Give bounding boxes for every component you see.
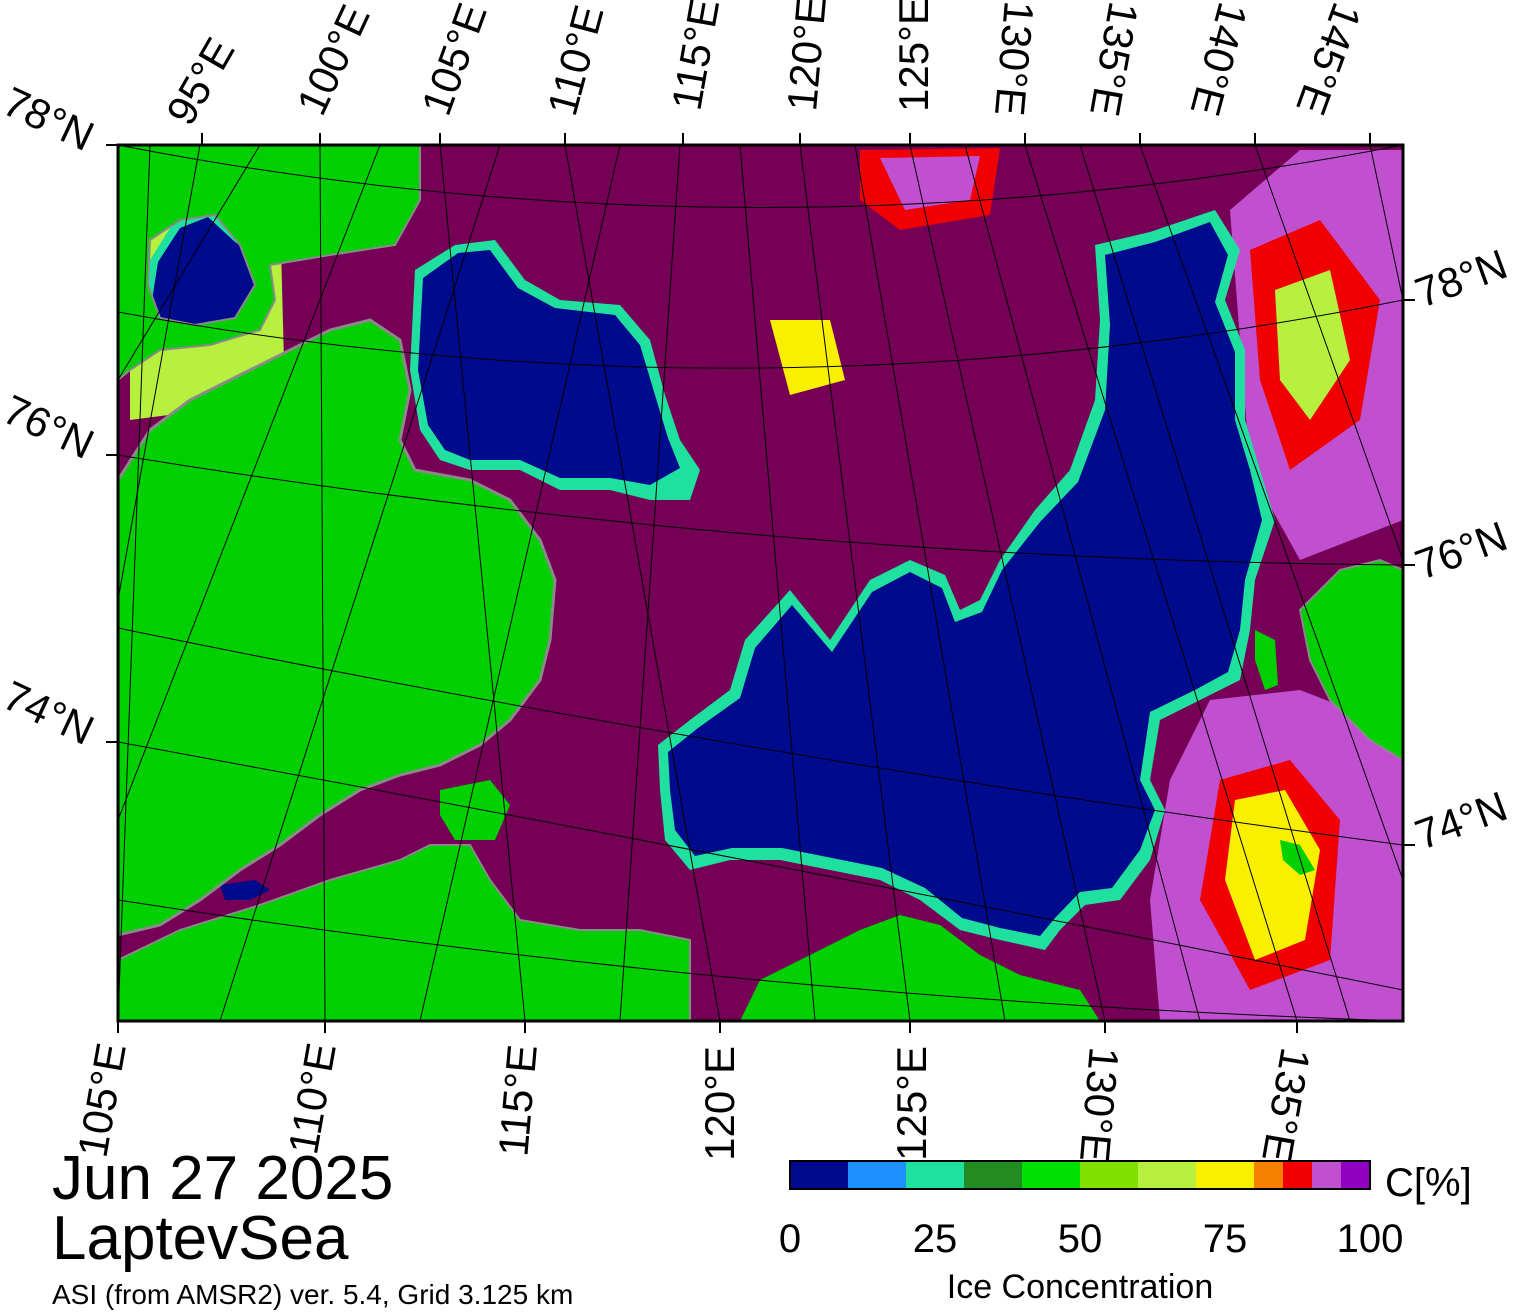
land-masses — [118, 145, 1403, 1021]
lon-label-top: 145°E — [1287, 0, 1370, 121]
colorbar-tick-label: 75 — [1203, 1217, 1248, 1261]
lon-label-top: 115°E — [663, 0, 729, 114]
lon-label-bottom: 120°E — [696, 1046, 743, 1161]
colorbar-bin — [964, 1161, 1022, 1189]
colorbar-bin — [1138, 1161, 1196, 1189]
right-latitude-labels: 78°N 76°N 74°N — [1409, 240, 1513, 858]
colorbar-bin — [1080, 1161, 1138, 1189]
lon-label-top: 140°E — [1182, 0, 1257, 121]
lon-label-top: 110°E — [538, 0, 612, 120]
colorbar-tick-label: 100 — [1337, 1217, 1404, 1261]
lon-label-top: 125°E — [890, 0, 937, 112]
colorbar-bin — [1254, 1161, 1283, 1189]
colorbar-bin — [1022, 1161, 1080, 1189]
lon-label-bottom: 115°E — [489, 1043, 546, 1158]
colorbar-tick-label: 25 — [913, 1217, 958, 1261]
colorbar-bin — [1283, 1161, 1312, 1189]
colorbar-frame — [789, 1160, 1371, 1190]
top-longitude-labels: 95°E 100°E 105°E 110°E 115°E 120°E 125°E… — [157, 0, 1371, 133]
map-frame — [116, 143, 1405, 1023]
colorbar-bin — [1312, 1161, 1341, 1189]
lon-label-bottom: 110°E — [279, 1039, 345, 1157]
lon-label-top: 120°E — [778, 0, 835, 113]
lat-label-left: 78°N — [0, 78, 101, 160]
lon-label-top: 105°E — [412, 0, 495, 121]
map-date: Jun 27 2025 — [52, 1144, 394, 1213]
lon-label-bottom: 125°E — [888, 1046, 935, 1161]
colorbar-bin — [848, 1161, 906, 1189]
colorbar-unit: C[%] — [1385, 1161, 1472, 1205]
map-ticks — [106, 133, 1415, 1033]
colorbar-tick-label: 0 — [779, 1217, 801, 1261]
lon-label-bottom: 130°E — [1071, 1045, 1128, 1164]
map-region-name: LaptevSea — [52, 1204, 349, 1273]
marginal-ice-zones — [130, 148, 1403, 1021]
lat-label-left: 74°N — [0, 672, 101, 754]
colorbar-bin — [1196, 1161, 1254, 1189]
lat-label-left: 76°N — [0, 386, 101, 468]
colorbar-bins — [790, 1161, 1370, 1189]
lon-label-bottom: 105°E — [69, 1039, 135, 1160]
lat-label-right: 74°N — [1409, 782, 1513, 858]
left-latitude-labels: 78°N 76°N 74°N — [0, 78, 101, 754]
lat-label-right: 78°N — [1409, 240, 1513, 316]
map-plot-area — [118, 145, 1403, 1021]
data-source-note: ASI (from AMSR2) ver. 5.4, Grid 3.125 km — [52, 1279, 574, 1310]
lon-label-bottom: 135°E — [1253, 1044, 1319, 1165]
colorbar-bin — [906, 1161, 964, 1189]
lon-label-top: 100°E — [288, 0, 379, 122]
colorbar: 0 25 50 75 100 C[%] Ice Concentration — [779, 1160, 1472, 1306]
colorbar-bin — [790, 1161, 848, 1189]
colorbar-tick-label: 50 — [1058, 1217, 1103, 1261]
colorbar-ticks: 0 25 50 75 100 — [779, 1217, 1404, 1261]
lon-label-top: 130°E — [986, 0, 1043, 118]
lat-label-right: 76°N — [1409, 512, 1513, 588]
colorbar-title: Ice Concentration — [947, 1268, 1214, 1306]
lon-label-top: 95°E — [157, 30, 243, 133]
colorbar-bin — [1341, 1161, 1370, 1189]
lon-label-top: 135°E — [1081, 0, 1147, 120]
graticule — [118, 145, 1403, 1021]
